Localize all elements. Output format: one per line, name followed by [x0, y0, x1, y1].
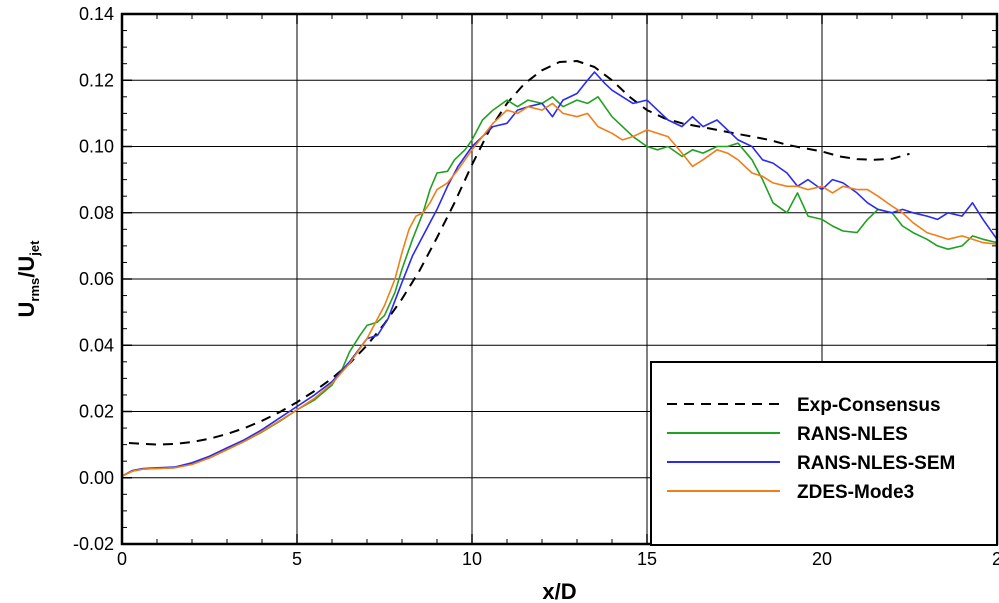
x-tick-label: 2: [992, 549, 999, 569]
y-tick-label: 0.10: [79, 137, 114, 157]
x-tick-label: 0: [117, 549, 127, 569]
series-line-zdes-mode3: [121, 102, 998, 477]
y-axis-title: Urms/Ujet: [14, 240, 42, 318]
grid-lines: [122, 14, 997, 544]
legend-label: ZDES-Mode3: [797, 482, 914, 503]
y-tick-label: 0.00: [79, 468, 114, 488]
y-axis-title-numerator-subscript: rms: [27, 278, 42, 302]
y-tick-label: 0.06: [79, 269, 114, 289]
y-tick-label: 0.12: [79, 70, 114, 90]
legend-box: [650, 361, 998, 546]
legend: Exp-Consensus RANS-NLES RANS-NLES-SEM ZDES-…: [650, 361, 998, 546]
y-tick-label: 0.02: [79, 402, 114, 422]
series-line-exp-consensus: [128, 60, 910, 446]
x-tick-label: 20: [812, 549, 832, 569]
series-lines: [121, 60, 998, 477]
y-axis-title-separator: /U: [14, 256, 39, 278]
legend-label: RANS-NLES-SEM: [797, 453, 955, 474]
legend-label: RANS-NLES: [797, 424, 908, 445]
series-line-rans-nles-sem: [121, 71, 998, 477]
axis-tick-labels: 0 5 10 15 20 2 -0.02 0.00 0.02 0.04 0.06 0.08 0.10 0.…: [73, 4, 999, 569]
x-tick-label: 5: [292, 549, 302, 569]
series-line-rans-nles: [121, 96, 998, 477]
y-tick-label: 0.04: [79, 335, 114, 355]
y-tick-label: -0.02: [73, 534, 114, 554]
y-tick-label: 0.14: [79, 4, 114, 24]
y-axis-title-base: U: [14, 302, 39, 318]
y-tick-label: 0.08: [79, 203, 114, 223]
y-axis-title-denominator-subscript: jet: [27, 240, 42, 257]
x-tick-label: 15: [637, 549, 657, 569]
x-tick-label: 10: [462, 549, 482, 569]
legend-label: Exp-Consensus: [797, 395, 941, 416]
x-axis-title: x/D: [542, 579, 576, 603]
